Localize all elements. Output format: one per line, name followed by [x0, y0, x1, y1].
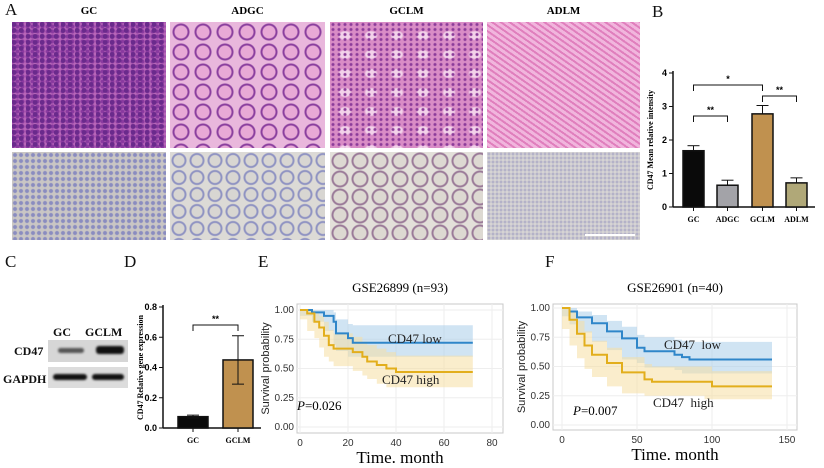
y-tick-label: 0 [662, 202, 667, 212]
y-tick-label: 2 [662, 135, 667, 145]
ihc-image-gclm [330, 152, 483, 240]
significance-bracket [192, 324, 239, 331]
survival-curve-low [562, 307, 772, 361]
lane-label-gclm: GCLM [85, 325, 123, 339]
panel-label-e: E [258, 252, 269, 271]
ihc-image-adgc [170, 152, 325, 240]
legend-label-high: CD47 high [653, 395, 714, 410]
x-tick-label: ADGC [716, 215, 740, 224]
lane-label-gc: GC [53, 325, 71, 339]
blot-cd47 [48, 340, 128, 362]
legend-label-low: CD47 low [664, 337, 722, 352]
y-tick-label: 1.00 [275, 305, 295, 316]
survival-curve-low [300, 309, 473, 344]
y-tick-label: 0.00 [275, 422, 295, 433]
y-tick-label: 0.00 [531, 420, 551, 431]
he-image-gc [12, 22, 166, 148]
significance-bracket [693, 84, 763, 91]
he-image-adlm [487, 22, 640, 148]
panel-label-a: A [5, 0, 18, 19]
chart-title: GSE26901 (n=40) [627, 280, 723, 295]
scale-bar [585, 234, 635, 236]
y-tick-label: 4 [662, 68, 667, 78]
x-tick-label: 60 [438, 438, 450, 449]
y-tick-label: 0.2 [144, 393, 157, 403]
y-axis-label: Survival probability [516, 320, 528, 413]
y-tick-label: 0.6 [144, 332, 157, 342]
x-tick-label: GCLM [226, 436, 251, 445]
significance-bracket [762, 95, 797, 102]
x-tick-label: 100 [704, 435, 721, 446]
panel-label-c: C [5, 252, 17, 271]
significance-label: ** [212, 314, 220, 324]
significance-label: ** [707, 105, 715, 115]
significance-label: * [726, 74, 730, 84]
y-tick-label: 0.75 [531, 332, 551, 343]
legend-label-high: CD47 high [382, 372, 440, 387]
band-label-gapdh: GAPDH [3, 372, 47, 386]
bar-adgc [716, 184, 739, 208]
x-tick-label: 50 [631, 435, 643, 446]
y-tick-label: 0.25 [531, 391, 551, 402]
y-tick-label: 3 [662, 102, 667, 112]
x-tick-label: 40 [390, 438, 402, 449]
significance-bracket [693, 115, 728, 122]
band-label-cd47: CD47 [14, 344, 44, 358]
x-tick-label: GCLM [750, 215, 775, 224]
confidence-band-high [300, 310, 473, 388]
column-title-adlm: ADLM [546, 5, 581, 17]
x-axis-label: Time. month [356, 448, 444, 467]
chart-title: GSE26899 (n=93) [352, 280, 448, 295]
ihc-image-gc [12, 152, 166, 240]
x-tick-label: 0 [559, 435, 565, 446]
y-axis-label: CD47 Relative gene expression [136, 314, 145, 420]
bar-gc [682, 149, 705, 208]
y-tick-label: 0.8 [144, 302, 157, 312]
bar-gclm [751, 113, 774, 208]
y-axis-label: CD47 Mean relative intensity [646, 90, 655, 190]
confidence-band-high [562, 308, 772, 400]
x-tick-label: 80 [486, 438, 498, 449]
column-title-gc: GC [80, 5, 98, 17]
x-tick-label: 150 [779, 435, 796, 446]
y-tick-label: 0.75 [275, 334, 295, 345]
survival-curve-high [300, 309, 473, 374]
confidence-band-low [562, 308, 772, 374]
y-axis-label: Survival probability [260, 322, 272, 415]
y-tick-label: 0.25 [275, 393, 295, 404]
y-tick-label: 0.0 [144, 423, 157, 433]
x-tick-label: GC [688, 215, 700, 224]
column-title-adgc: ADGC [231, 5, 264, 17]
ihc-image-adlm [487, 152, 640, 240]
he-image-adgc [170, 22, 325, 148]
x-tick-label: GC [187, 436, 199, 445]
survival-curve-high [562, 307, 772, 388]
x-tick-label: ADLM [784, 215, 809, 224]
y-tick-label: 1 [662, 169, 667, 179]
blot-gapdh [48, 367, 128, 388]
y-tick-label: 0.50 [275, 364, 295, 375]
bar-adlm [785, 182, 808, 208]
y-tick-label: 0.50 [531, 362, 551, 373]
x-tick-label: 20 [342, 438, 354, 449]
y-tick-label: 1.00 [531, 303, 551, 314]
panel-label-f: F [545, 252, 555, 271]
legend-label-low: CD47 low [388, 331, 442, 346]
x-tick-label: 0 [297, 438, 303, 449]
he-image-gclm [330, 22, 483, 148]
significance-label: ** [776, 85, 784, 95]
p-value: P=0.026 [296, 398, 342, 413]
p-value: P=0.007 [572, 403, 618, 418]
panel-label-d: D [124, 252, 137, 271]
panel-label-b: B [652, 2, 664, 21]
y-tick-label: 0.4 [144, 363, 157, 373]
column-title-gclm: GCLM [389, 5, 424, 17]
x-axis-label: Time. month [631, 445, 719, 464]
